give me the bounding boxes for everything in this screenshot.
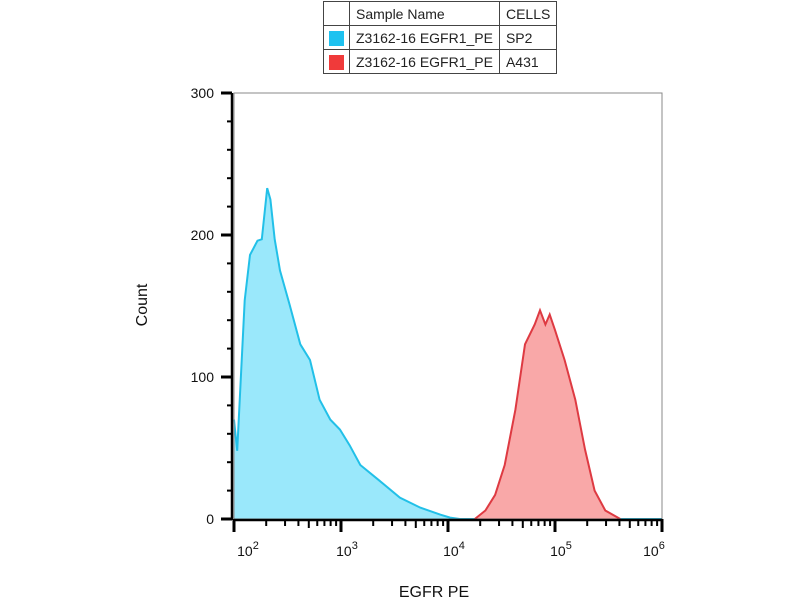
x-tick-label: 104	[443, 540, 465, 559]
legend-row-a431: Z3162-16 EGFR1_PE A431	[323, 49, 558, 74]
series-fill-a431	[474, 310, 621, 519]
x-tick-label: 103	[336, 540, 358, 559]
series-line-a431	[474, 307, 621, 520]
y-axis-label: Count	[134, 283, 151, 326]
x-tick-label: 102	[237, 540, 259, 559]
x-tick-label: 106	[643, 540, 665, 559]
y-tick-label: 300	[191, 85, 215, 101]
legend-row-sp2: Z3162-16 EGFR1_PE SP2	[323, 25, 558, 50]
legend-cells: A431	[498, 49, 558, 74]
series-fill-sp2	[234, 188, 662, 519]
legend-cells: SP2	[498, 25, 558, 50]
legend-swatch-sp2	[329, 30, 344, 46]
legend-sample: Z3162-16 EGFR1_PE	[349, 49, 500, 74]
series-line-sp2	[233, 187, 662, 520]
y-tick-label: 0	[206, 511, 214, 527]
x-tick-label: 105	[550, 540, 572, 559]
x-axis-label: EGFR PE	[399, 584, 469, 600]
legend-table: Sample Name CELLS Z3162-16 EGFR1_PE SP2 …	[323, 1, 558, 74]
y-tick-label: 200	[191, 227, 215, 243]
legend-swatch-a431	[329, 54, 344, 70]
y-tick-label: 100	[191, 369, 215, 385]
